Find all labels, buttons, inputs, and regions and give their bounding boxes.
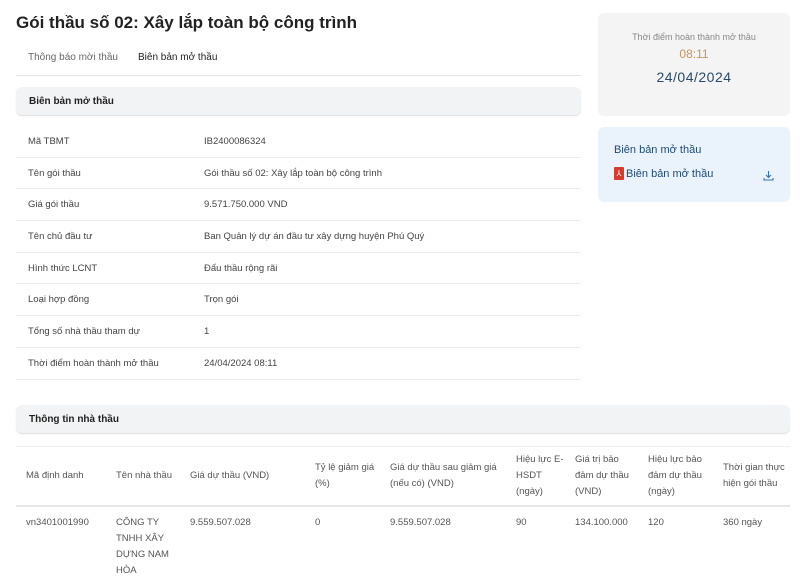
section-header-nha-thau: Thông tin nhà thầu [16, 405, 790, 433]
info-row: Tên gói thầu Gói thầu số 02: Xây lắp toàn… [16, 158, 581, 190]
column-header: Hiệu lực bảo đảm dự thầu (ngày) [638, 446, 713, 507]
info-row: Thời điểm hoàn thành mở thầu 24/04/2024 0… [16, 348, 581, 380]
info-value: 24/04/2024 08:11 [204, 357, 278, 369]
column-header: Hiệu lực E-HSDT (ngày) [506, 446, 565, 507]
table-cell: 134.100.000 [575, 516, 628, 528]
info-label: Loại hợp đồng [28, 294, 90, 306]
page-title: Gói thầu số 02: Xây lắp toàn bộ công trì… [16, 13, 357, 32]
table-cell: 0 [315, 516, 321, 528]
document-link[interactable]: ⅄ Biên bản mở thầu [614, 167, 713, 180]
info-value: Đấu thầu rộng rãi [204, 262, 278, 274]
info-label: Tổng số nhà thầu tham dự [28, 326, 140, 338]
info-value: 1 [204, 326, 210, 338]
info-label: Tên gói thầu [28, 167, 81, 179]
contractor-table: Mã định danh Tên nhà thầu Giá dự thầu (VND… [16, 446, 790, 579]
table-cell: 360 ngày [723, 516, 763, 528]
info-row: Tên chủ đầu tư Ban Quản lý dự án đầu tư x… [16, 221, 581, 253]
table-cell: 90 [516, 516, 527, 528]
info-label: Mã TBMT [28, 135, 70, 147]
column-header: Tỷ lệ giảm giá (%) [305, 446, 380, 507]
table-cell: CÔNG TY TNHH XÂY DỰNG NAM HÒA [116, 516, 169, 576]
completion-time-label: Thời điểm hoàn thành mở thầu [632, 32, 756, 42]
tab-thong-bao-moi-thau[interactable]: Thông báo mời thầu [28, 52, 118, 63]
column-header: Giá dự thầu (VND) [180, 446, 305, 507]
column-header: Tên nhà thầu [106, 446, 180, 507]
info-label: Giá gói thầu [28, 199, 80, 211]
tab-divider [16, 75, 581, 76]
info-value: Trọn gói [204, 294, 239, 306]
column-header: Giá dự thầu sau giảm giá (nếu có) (VND) [380, 446, 506, 507]
info-value: 9.571.750.000 VND [204, 199, 288, 211]
info-label: Tên chủ đầu tư [28, 230, 93, 242]
pdf-icon: ⅄ [614, 167, 624, 180]
info-row: Loại hợp đồng Trọn gói [16, 285, 581, 317]
info-value: IB2400086324 [204, 135, 266, 147]
table-row: vn3401001990 CÔNG TY TNHH XÂY DỰNG NAM HÒ… [16, 506, 790, 579]
table-cell: 120 [648, 516, 664, 528]
section-header-bien-ban: Biên bản mở thầu [16, 87, 581, 115]
documents-title: Biên bản mở thầu [614, 144, 702, 156]
info-row: Giá gói thầu 9.571.750.000 VND [16, 189, 581, 222]
completion-time-card: Thời điểm hoàn thành mở thầu 08:11 24/04… [598, 13, 790, 116]
download-icon[interactable] [763, 170, 774, 181]
info-value: Ban Quản lý dự án đầu tư xây dựng huyện … [204, 230, 425, 242]
table-cell: 9.559.507.028 [390, 516, 451, 528]
column-header: Mã định danh [16, 446, 106, 507]
info-value: Gói thầu số 02: Xây lắp toàn bộ công trì… [204, 167, 382, 179]
column-header: Giá trị bảo đảm dự thầu (VND) [565, 446, 638, 507]
info-row: Mã TBMT IB2400086324 [16, 126, 581, 158]
info-label: Thời điểm hoàn thành mở thầu [28, 357, 159, 369]
table-cell: 9.559.507.028 [190, 516, 251, 528]
completion-time: 08:11 [679, 47, 709, 61]
info-row: Hình thức LCNT Đấu thầu rộng rãi [16, 253, 581, 285]
column-header: Thời gian thực hiện gói thầu [713, 446, 790, 507]
completion-date: 24/04/2024 [656, 69, 732, 85]
tab-bien-ban-mo-thau[interactable]: Biên bản mở thầu [138, 52, 218, 63]
table-cell: vn3401001990 [26, 516, 89, 528]
info-row: Tổng số nhà thầu tham dự 1 [16, 316, 581, 348]
document-link-label: Biên bản mở thầu [626, 167, 714, 180]
documents-card: Biên bản mở thầu ⅄ Biên bản mở thầu [598, 127, 790, 202]
info-label: Hình thức LCNT [28, 262, 98, 274]
